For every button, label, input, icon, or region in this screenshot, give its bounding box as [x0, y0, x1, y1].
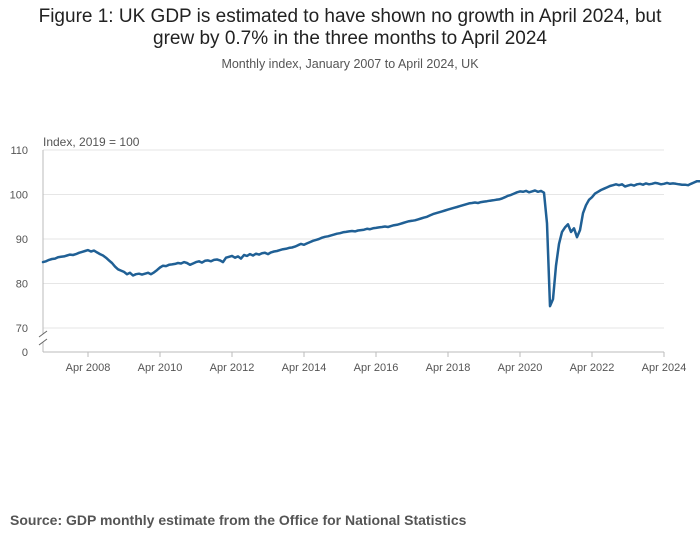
x-tick-label: Apr 2022: [570, 362, 615, 374]
chart-title: Figure 1: UK GDP is estimated to have sh…: [0, 6, 700, 50]
x-tick-label: Apr 2010: [138, 362, 183, 374]
axis-break-mark: [38, 330, 48, 338]
x-tick-label: Apr 2020: [498, 362, 543, 374]
axes: 110 100 90 80 70 0 Apr 2008 Apr 2010 Apr 2012 Apr…: [10, 145, 687, 374]
y-tick-label: 90: [16, 234, 28, 246]
axis-break-mark: [38, 338, 48, 346]
x-tick-label: Apr 2024: [642, 362, 687, 374]
y-axis-label: Index, 2019 = 100: [43, 135, 140, 149]
y-tick-label: 70: [16, 323, 28, 335]
series-line-gdp: [41, 179, 700, 308]
x-tick-label: Apr 2014: [282, 362, 327, 374]
source-note: Source: GDP monthly estimate from the Of…: [10, 512, 467, 528]
x-tick-label: Apr 2018: [426, 362, 471, 374]
x-tick-label: Apr 2016: [354, 362, 399, 374]
chart-subtitle: Monthly index, January 2007 to April 202…: [221, 57, 479, 71]
series-layer: [41, 179, 700, 308]
y-tick-label: 80: [16, 279, 28, 291]
chart-title-line-2: grew by 0.7% in the three months to Apri…: [153, 28, 547, 49]
chart-title-line-1: Figure 1: UK GDP is estimated to have sh…: [38, 6, 662, 27]
x-tick-label: Apr 2008: [66, 362, 111, 374]
y-tick-label: 110: [10, 145, 28, 157]
x-tick-label: Apr 2012: [210, 362, 255, 374]
y-tick-label-zero: 0: [22, 347, 28, 359]
gridlines: [43, 149, 664, 329]
y-tick-label: 100: [10, 190, 28, 202]
